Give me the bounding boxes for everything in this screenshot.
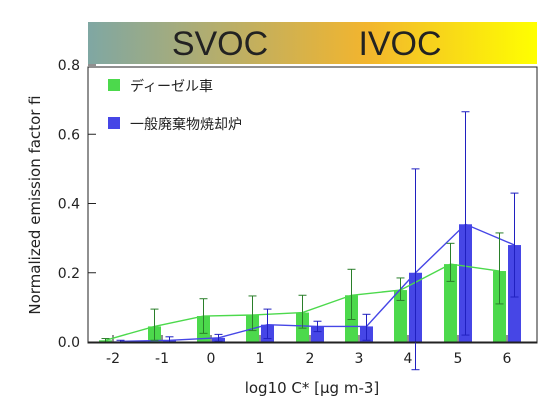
y-tick-label: 0.4 bbox=[58, 197, 80, 213]
x-axis-label: log10 C* [μg m-3] bbox=[245, 379, 380, 397]
y-tick-label: 0.8 bbox=[58, 58, 80, 74]
x-tick-label: -1 bbox=[155, 351, 169, 367]
y-tick-label: 0.0 bbox=[58, 335, 80, 351]
y-axis-label: Normalized emission factor fi bbox=[26, 95, 44, 314]
banner-label-ivoc: IVOC bbox=[358, 25, 441, 63]
error-bars bbox=[88, 111, 537, 371]
y-tick-label: 0.6 bbox=[58, 127, 80, 143]
banner-gradient bbox=[88, 22, 537, 64]
x-axis-ticks: -2 -1 0 1 2 3 4 5 6 bbox=[106, 335, 512, 367]
legend-label-incinerator: 一般廃棄物焼却炉 bbox=[130, 116, 242, 133]
legend-swatch-incinerator bbox=[108, 117, 120, 129]
x-tick-label: 0 bbox=[207, 351, 216, 367]
y-tick-label: 0.2 bbox=[58, 266, 80, 282]
x-tick-label: -2 bbox=[106, 351, 120, 367]
y-axis-ticks: 0.0 0.2 0.4 0.6 0.8 bbox=[58, 58, 96, 351]
legend-label-diesel: ディーゼル車 bbox=[130, 78, 213, 95]
plot-frame bbox=[87, 66, 538, 344]
bar-series-0 bbox=[493, 271, 506, 342]
legend-swatch-diesel bbox=[108, 79, 120, 91]
bar-series-1 bbox=[311, 326, 324, 342]
legend: ディーゼル車 一般廃棄物焼却炉 bbox=[108, 78, 242, 133]
x-tick-label: 6 bbox=[503, 351, 512, 367]
x-tick-label: 1 bbox=[256, 351, 265, 367]
x-tick-label: 5 bbox=[454, 351, 463, 367]
x-tick-label: 4 bbox=[404, 351, 413, 367]
x-tick-label: 3 bbox=[355, 351, 364, 367]
x-tick-label: 2 bbox=[306, 351, 315, 367]
bar-series-0 bbox=[444, 264, 457, 342]
bar-series-0 bbox=[394, 290, 407, 342]
banner-label-svoc: SVOC bbox=[172, 25, 268, 63]
